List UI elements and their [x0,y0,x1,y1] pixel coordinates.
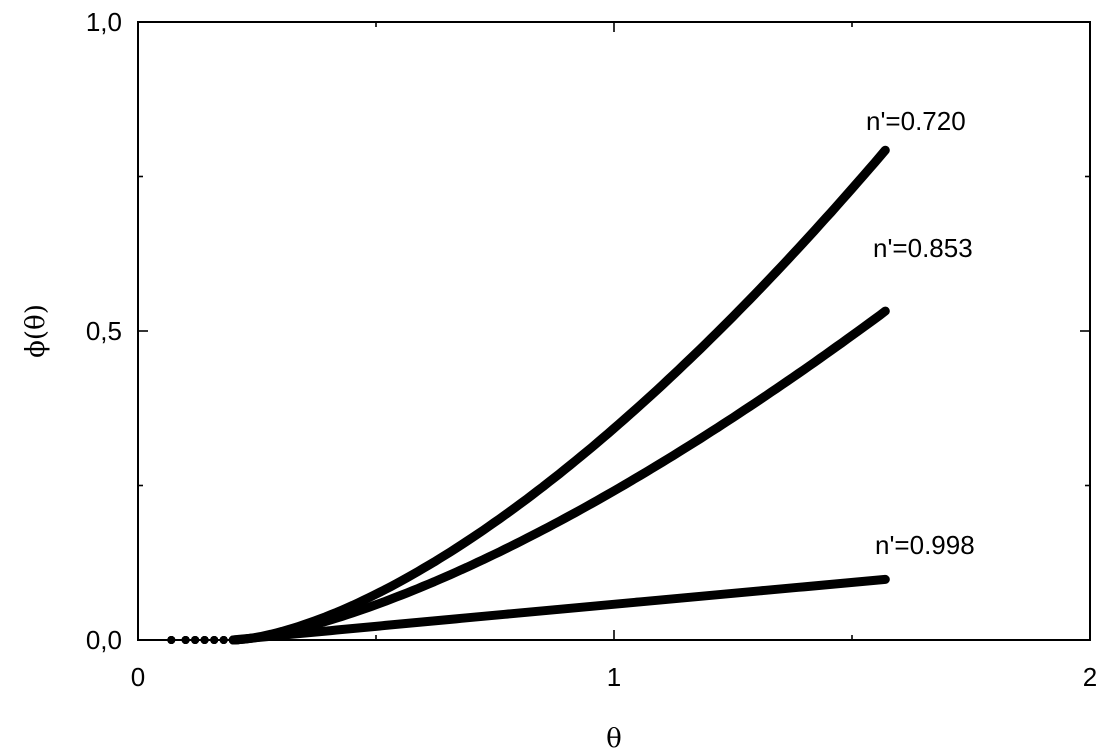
ticks-group [137,21,1091,641]
x-tick-label: 1 [607,662,621,692]
tick-labels-group: 0 1 2 0,0 0,5 1,0 [86,7,1097,692]
series-line-1 [228,145,890,645]
x-axis-title: θ [606,724,622,754]
y-tick-label: 0,5 [86,316,122,346]
annotation-n-0720: n'=0.720 [866,106,966,136]
x-tick-label: 0 [131,662,145,692]
series-line-2 [228,306,890,645]
curves-group [167,145,890,645]
series-line-3 [228,574,890,645]
y-tick-label: 1,0 [86,7,122,37]
y-axis-title: ϕ(θ) [21,304,51,358]
x-tick-label: 2 [1083,662,1097,692]
annotation-n-0853: n'=0.853 [873,233,973,263]
y-tick-label: 0,0 [86,625,122,655]
annotation-n-0998: n'=0.998 [875,530,975,560]
